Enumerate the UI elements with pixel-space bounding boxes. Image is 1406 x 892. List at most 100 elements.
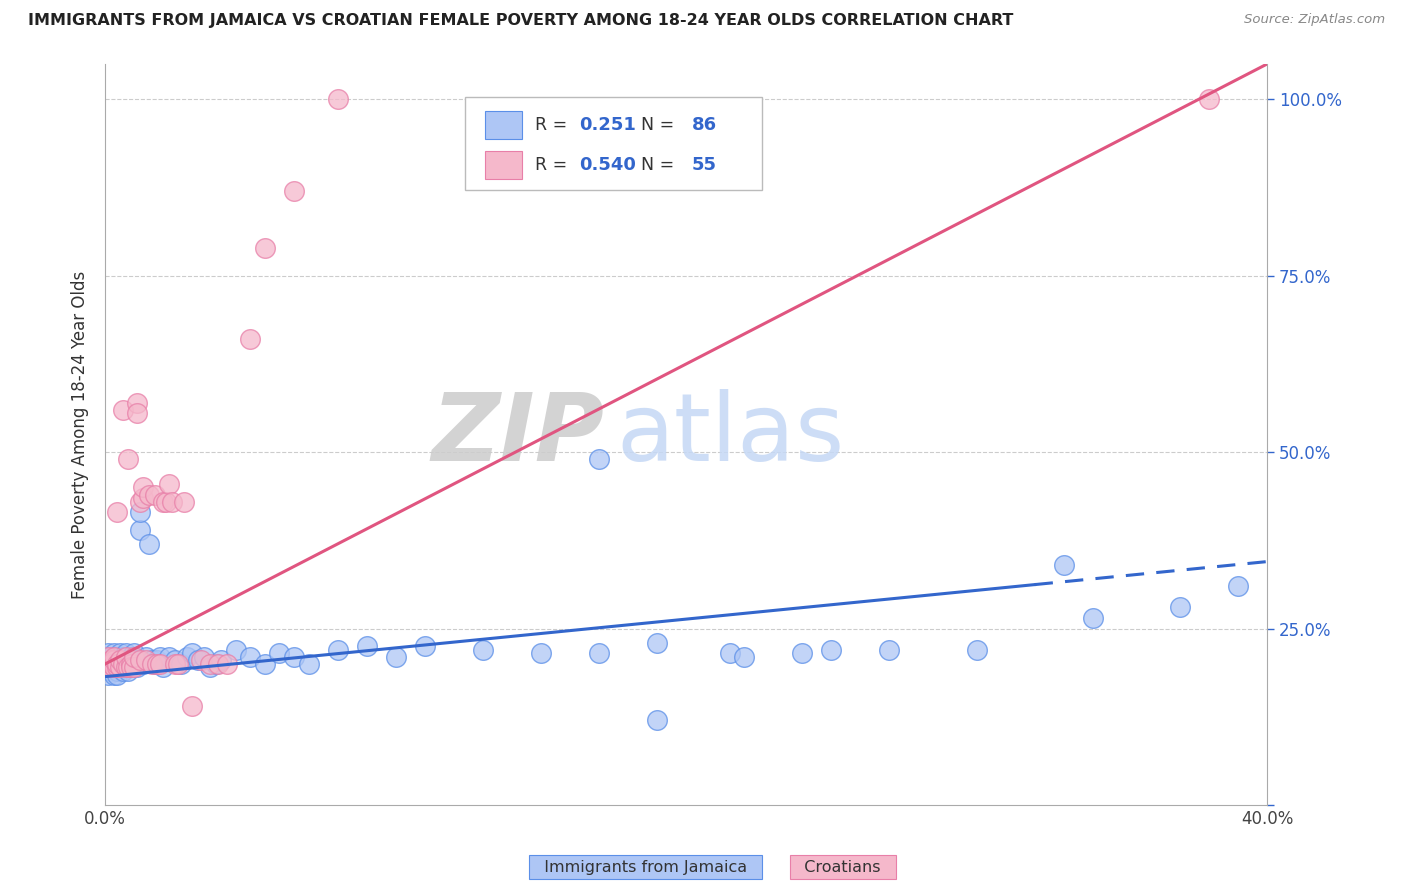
Point	[114, 660, 136, 674]
Point	[105, 660, 128, 674]
Point	[100, 664, 122, 678]
Point	[120, 660, 142, 674]
Point	[143, 487, 166, 501]
Point	[163, 657, 186, 671]
Point	[149, 649, 172, 664]
Point	[117, 657, 139, 671]
Point	[163, 653, 186, 667]
Text: Immigrants from Jamaica: Immigrants from Jamaica	[534, 860, 758, 874]
Point	[97, 657, 120, 671]
Point	[283, 184, 305, 198]
Point	[879, 642, 901, 657]
Point	[127, 406, 149, 420]
Point	[160, 494, 183, 508]
Point	[100, 653, 122, 667]
Text: Croatians: Croatians	[794, 860, 891, 874]
Text: 0.251: 0.251	[579, 116, 636, 134]
Point	[103, 660, 125, 674]
Point	[190, 653, 212, 667]
Point	[1198, 92, 1220, 106]
Point	[100, 649, 122, 664]
Text: IMMIGRANTS FROM JAMAICA VS CROATIAN FEMALE POVERTY AMONG 18-24 YEAR OLDS CORRELA: IMMIGRANTS FROM JAMAICA VS CROATIAN FEMA…	[28, 13, 1014, 29]
Point	[103, 667, 125, 681]
Point	[966, 642, 988, 657]
Point	[181, 646, 204, 660]
Text: 55: 55	[692, 156, 717, 174]
Point	[97, 646, 120, 660]
Text: 0.540: 0.540	[579, 156, 636, 174]
Point	[114, 657, 136, 671]
Point	[718, 646, 741, 660]
Point	[120, 660, 142, 674]
Point	[645, 714, 668, 728]
Point	[108, 653, 131, 667]
Point	[100, 660, 122, 674]
Point	[103, 653, 125, 667]
Point	[108, 657, 131, 671]
Point	[105, 505, 128, 519]
Point	[588, 646, 610, 660]
Point	[132, 481, 155, 495]
Point	[114, 649, 136, 664]
Point	[141, 653, 163, 667]
Point	[645, 636, 668, 650]
Point	[111, 657, 134, 671]
Point	[100, 653, 122, 667]
Point	[198, 660, 221, 674]
Point	[157, 477, 180, 491]
Point	[146, 653, 169, 667]
Point	[198, 657, 221, 671]
Point	[157, 649, 180, 664]
Point	[105, 657, 128, 671]
Point	[122, 653, 145, 667]
Point	[225, 642, 247, 657]
Point	[792, 646, 814, 660]
Text: N =: N =	[630, 116, 681, 134]
Point	[176, 649, 198, 664]
Point	[111, 664, 134, 678]
Point	[103, 653, 125, 667]
Point	[103, 646, 125, 660]
Point	[326, 92, 349, 106]
Text: ZIP: ZIP	[432, 389, 605, 481]
Point	[132, 657, 155, 671]
Point	[97, 660, 120, 674]
Point	[122, 649, 145, 664]
Point	[269, 646, 291, 660]
Point	[152, 660, 174, 674]
Point	[326, 642, 349, 657]
Point	[97, 649, 120, 664]
Point	[120, 649, 142, 664]
Point	[146, 657, 169, 671]
Point	[129, 505, 152, 519]
Point	[132, 491, 155, 505]
Point	[129, 494, 152, 508]
Point	[97, 660, 120, 674]
Point	[129, 653, 152, 667]
Point	[1053, 558, 1076, 573]
Point	[1081, 611, 1104, 625]
Point	[138, 487, 160, 501]
Point	[103, 657, 125, 671]
Point	[283, 649, 305, 664]
Text: R =: R =	[536, 156, 572, 174]
Text: 86: 86	[692, 116, 717, 134]
Point	[170, 657, 193, 671]
Point	[209, 653, 232, 667]
Point	[127, 653, 149, 667]
Point	[166, 657, 188, 671]
Point	[100, 657, 122, 671]
Point	[217, 657, 239, 671]
Point	[207, 657, 229, 671]
Point	[105, 664, 128, 678]
Point	[129, 523, 152, 537]
Point	[94, 657, 117, 671]
FancyBboxPatch shape	[485, 111, 522, 139]
Point	[117, 660, 139, 674]
Point	[117, 653, 139, 667]
Point	[384, 649, 406, 664]
Point	[108, 660, 131, 674]
Point	[1226, 579, 1249, 593]
Point	[530, 646, 553, 660]
Point	[138, 537, 160, 551]
